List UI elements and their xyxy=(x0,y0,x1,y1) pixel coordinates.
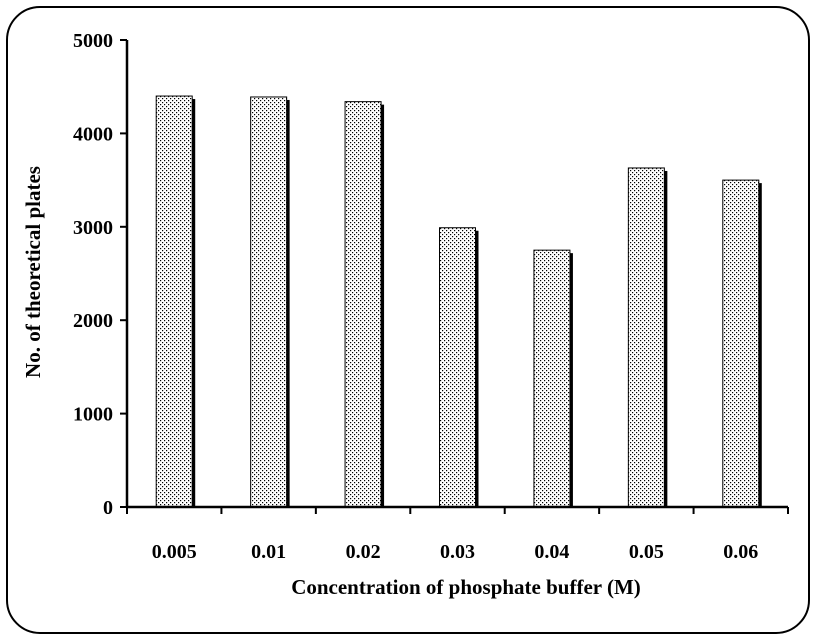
x-tick-label: 0.02 xyxy=(346,541,381,563)
labels-group: 0.005 0.01 0.02 0.03 0.04 0.05 0.06 0 1000 2000 30… xyxy=(73,30,758,563)
bar xyxy=(250,96,288,508)
axes-group xyxy=(120,39,789,514)
x-tick-label: 0.06 xyxy=(723,541,758,563)
x-tick-label: 0.04 xyxy=(534,541,569,563)
y-tick-label: 3000 xyxy=(73,217,113,239)
chart-frame xyxy=(6,6,810,634)
x-axis-title: Concentration of phosphate buffer (M) xyxy=(291,575,641,599)
x-tick-label: 0.03 xyxy=(440,541,475,563)
x-tick-label: 0.05 xyxy=(629,541,664,563)
bar xyxy=(439,227,476,508)
bars-group xyxy=(155,95,762,508)
y-tick-label: 0 xyxy=(103,497,113,519)
bar xyxy=(722,179,760,508)
bar xyxy=(344,101,382,508)
y-tick-label: 4000 xyxy=(73,123,113,145)
bar xyxy=(155,95,193,508)
y-axis-title: No. of theoretical plates xyxy=(21,166,45,378)
bar xyxy=(533,249,571,508)
y-tick-label: 2000 xyxy=(73,310,113,332)
x-tick-label: 0.005 xyxy=(152,541,197,563)
bar xyxy=(627,167,665,508)
y-tick-label: 5000 xyxy=(73,30,113,52)
x-tick-label: 0.01 xyxy=(251,541,286,563)
y-tick-label: 1000 xyxy=(73,404,113,426)
